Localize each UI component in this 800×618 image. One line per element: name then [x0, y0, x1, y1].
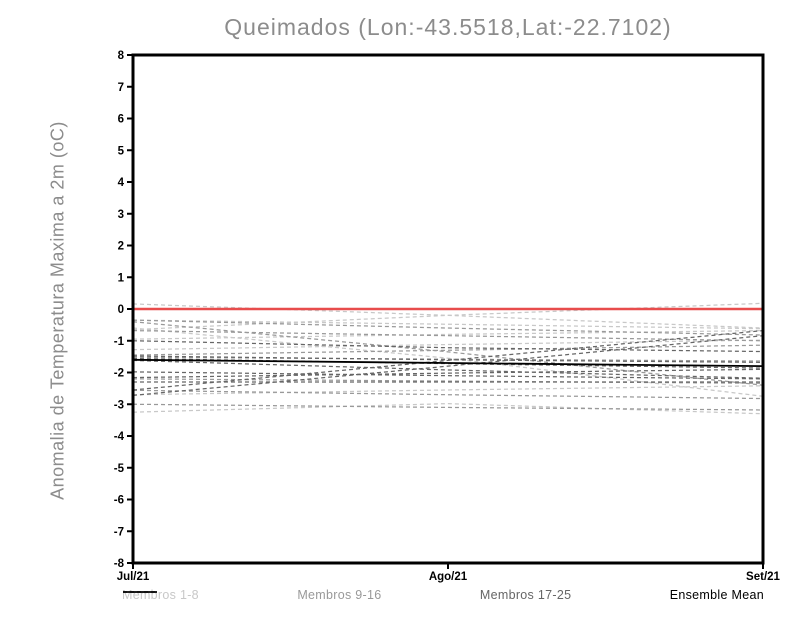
member-line [132, 389, 764, 400]
member-line [132, 368, 764, 379]
legend-item: Membros 17-25 [123, 588, 572, 602]
legend-item: Membros 9-16 [123, 588, 382, 602]
member-line [132, 321, 764, 386]
y-tick-label: 4 [118, 177, 125, 189]
y-tick-label: -5 [114, 463, 125, 475]
legend-item: Ensemble Mean [123, 588, 764, 602]
member-line [132, 319, 764, 336]
member-line [132, 359, 764, 379]
y-tick-label: 7 [118, 82, 124, 94]
member-line [132, 385, 764, 396]
axis-ticks [127, 54, 764, 569]
member-line [132, 335, 764, 396]
y-tick-label: 8 [118, 50, 125, 62]
y-tick-label: 6 [118, 114, 124, 126]
mean-line [132, 358, 764, 368]
y-tick-label: -1 [114, 336, 125, 348]
member-line [132, 403, 764, 411]
legend-label: Ensemble Mean [669, 588, 764, 602]
member-line [132, 340, 764, 353]
x-tick-label: Set/21 [746, 571, 780, 583]
y-tick-label: -4 [114, 431, 125, 443]
member-line [132, 319, 764, 330]
y-tick-label: 1 [118, 272, 125, 284]
member-line [132, 327, 764, 397]
member-line [132, 344, 764, 356]
y-tick-label: -6 [114, 495, 124, 507]
y-tick-label: 0 [118, 304, 124, 316]
x-tick-label: Jul/21 [117, 571, 150, 583]
member-line [132, 356, 764, 362]
member-line [132, 402, 764, 415]
y-tick-label: -3 [114, 399, 124, 411]
y-tick-label: -8 [114, 558, 125, 570]
member-line [132, 302, 764, 331]
legend: Membros 1-8 Membros 9-16 Membros 17-25 Ense… [122, 588, 764, 602]
x-tick-label: Ago/21 [429, 571, 468, 583]
y-tick-label: -2 [114, 368, 124, 380]
legend-label: Membros 17-25 [479, 588, 572, 602]
legend-label: Membros 9-16 [297, 588, 382, 602]
legend-line-swatch [123, 591, 157, 593]
y-tick-label: -7 [114, 526, 124, 538]
y-tick-label: 5 [118, 145, 125, 157]
member-line [132, 339, 764, 351]
ensemble-mean-line [132, 358, 764, 368]
y-tick-label: 2 [118, 241, 124, 253]
member-line [132, 355, 764, 363]
member-line [132, 371, 764, 380]
member-line [132, 329, 764, 391]
chart-title: Queimados (Lon:-43.5518,Lat:-22.7102) [224, 14, 672, 40]
y-tick-label: 3 [118, 209, 124, 221]
ensemble-member-lines [132, 302, 764, 415]
